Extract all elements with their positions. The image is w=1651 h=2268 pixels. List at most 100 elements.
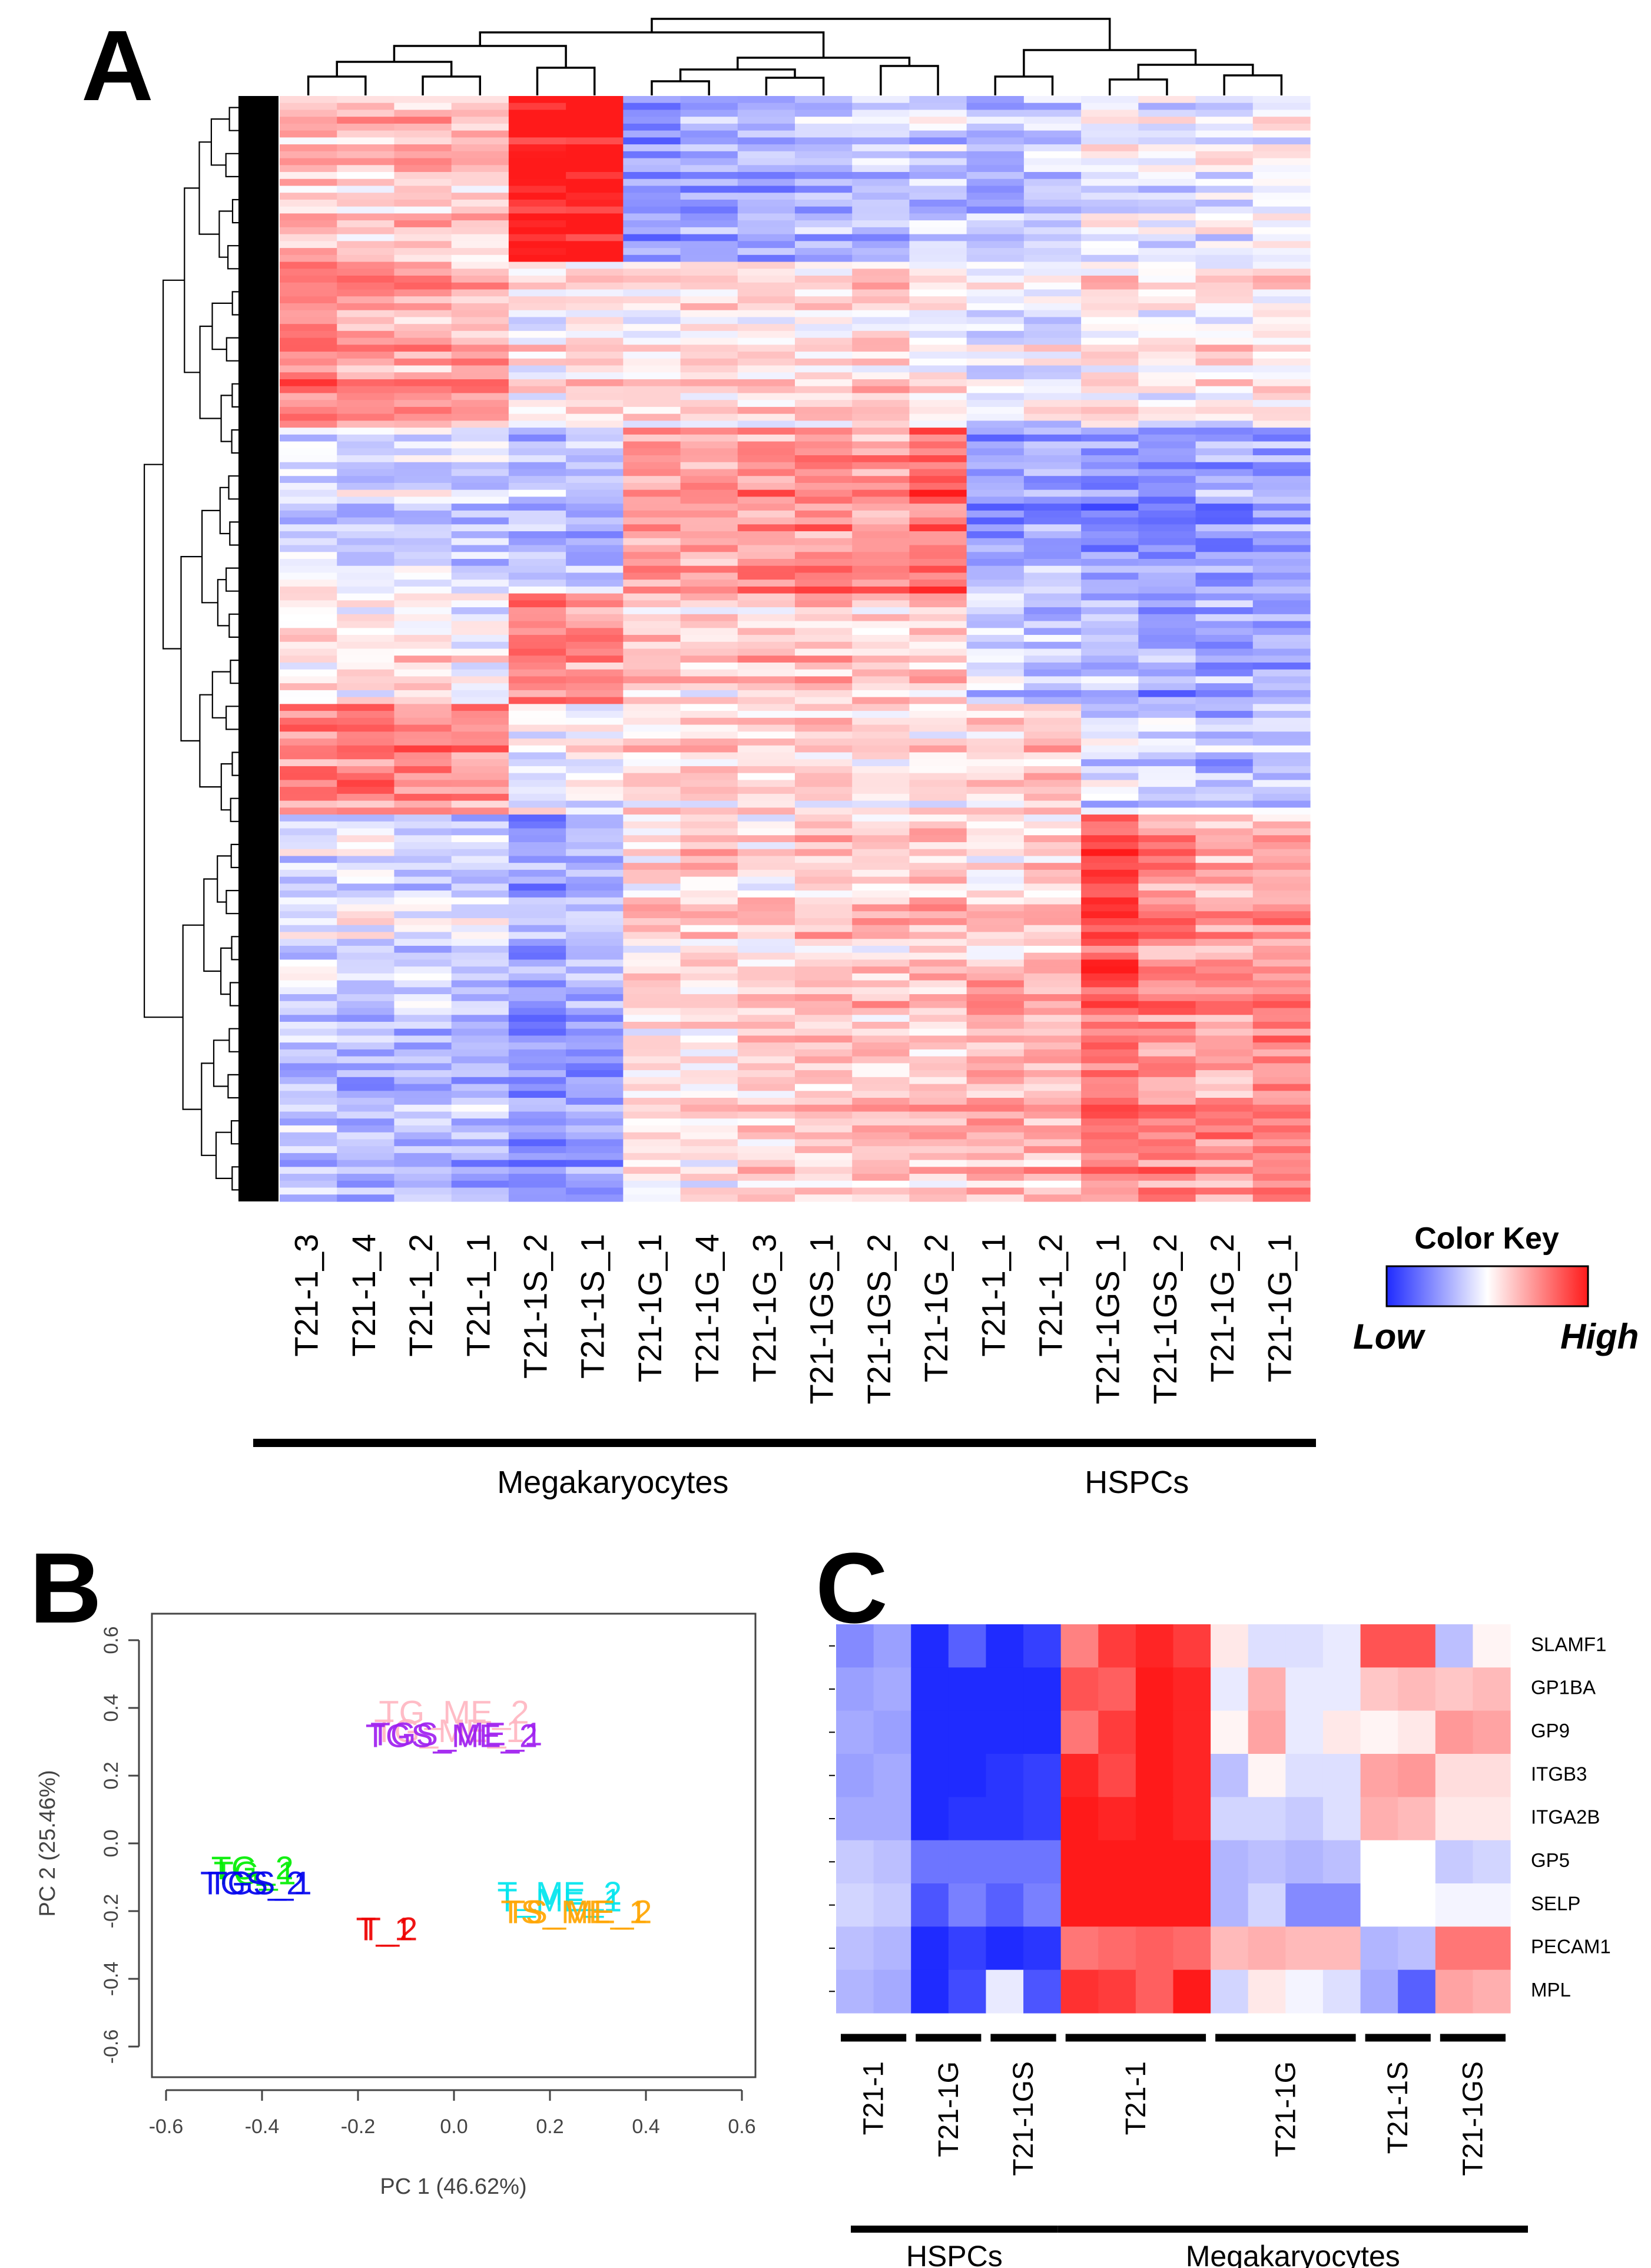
heatmap-cell <box>680 869 738 878</box>
heatmap-cell <box>1138 717 1196 726</box>
heatmap-cell <box>280 1153 337 1161</box>
heatmap-cell <box>1023 469 1082 476</box>
heatmap-cell <box>909 504 967 511</box>
heatmap-cell <box>280 1194 337 1202</box>
heatmap-cell <box>280 828 337 836</box>
heatmap-cell <box>1195 911 1254 919</box>
heatmap-cell <box>451 276 509 283</box>
heatmap-cell <box>795 856 853 863</box>
heatmap-cell <box>337 821 395 829</box>
heatmap-cell <box>451 455 509 463</box>
heatmap-cell <box>1081 759 1139 767</box>
heatmap-cell <box>451 482 509 491</box>
heatmap-cell <box>394 793 452 802</box>
heatmap-cell <box>280 289 337 297</box>
heatmap-cell <box>909 828 967 836</box>
heatmap-cell <box>280 600 337 608</box>
heatmap-cell <box>337 717 395 726</box>
heatmap-cell <box>680 1049 738 1057</box>
heatmap-cell <box>337 793 395 802</box>
heatmap-cell <box>1023 856 1082 863</box>
heatmap-cell <box>508 538 566 546</box>
heatmap-cell <box>1023 406 1082 415</box>
gene-heatmap-cell <box>1098 1667 1136 1711</box>
heatmap-cell <box>909 959 967 967</box>
heatmap-cell <box>451 144 509 152</box>
heatmap-cell <box>451 441 509 449</box>
heatmap-cell <box>909 739 967 746</box>
heatmap-cell <box>623 345 681 352</box>
heatmap-cell <box>852 1077 910 1085</box>
heatmap-cell <box>508 517 566 525</box>
heatmap-cell <box>966 158 1025 165</box>
heatmap-cell <box>1252 1111 1311 1119</box>
heatmap-cell <box>566 358 624 366</box>
heatmap-cell <box>1023 897 1082 905</box>
heatmap-cell <box>852 110 910 117</box>
heatmap-cell <box>1081 815 1139 822</box>
heatmap-cell <box>623 227 681 235</box>
heatmap-cell <box>909 1056 967 1064</box>
heatmap-cell <box>909 510 967 518</box>
gene-heatmap-cell <box>1211 1710 1249 1754</box>
heatmap-cell <box>1081 1174 1139 1181</box>
gene-heatmap-cell <box>1248 1624 1286 1668</box>
gene-heatmap-cell <box>1435 1883 1473 1927</box>
heatmap-cell <box>1023 600 1082 608</box>
heatmap-cell <box>680 545 738 552</box>
heatmap-cell <box>1081 731 1139 739</box>
gene-heatmap-cell <box>1060 1883 1099 1927</box>
heatmap-cell <box>1081 863 1139 870</box>
heatmap-cell <box>1252 683 1311 691</box>
heatmap-cell <box>680 565 738 574</box>
heatmap-cell <box>795 165 853 173</box>
heatmap-cell <box>1252 448 1311 456</box>
heatmap-cell <box>909 1070 967 1078</box>
heatmap-cell <box>795 1070 853 1078</box>
heatmap-cell <box>508 165 566 173</box>
heatmap-cell <box>1252 1174 1311 1181</box>
heatmap-cell <box>795 1125 853 1133</box>
sample-groups: Megakaryocytes HSPCs <box>253 1439 1316 1500</box>
heatmap-cell <box>852 1153 910 1161</box>
heatmap-cell <box>280 793 337 802</box>
heatmap-cell <box>337 697 395 704</box>
heatmap-cell <box>795 655 853 663</box>
heatmap-cell <box>909 269 967 276</box>
heatmap-cell <box>1023 1008 1082 1015</box>
dendrogram-branch <box>1223 74 1283 95</box>
heatmap-cell <box>1023 358 1082 366</box>
heatmap-cell <box>623 428 681 435</box>
heatmap-cell <box>795 269 853 276</box>
heatmap-cell <box>909 476 967 484</box>
heatmap-cell <box>1023 482 1082 491</box>
heatmap-cell <box>1252 821 1311 829</box>
heatmap-cell <box>623 1042 681 1050</box>
heatmap-cell <box>508 482 566 491</box>
heatmap-cell <box>337 1063 395 1071</box>
heatmap-cell <box>508 1063 566 1071</box>
heatmap-cell <box>566 807 624 815</box>
heatmap-cell <box>1023 261 1082 269</box>
heatmap-cell <box>1252 1008 1311 1015</box>
heatmap-cell <box>1023 883 1082 891</box>
heatmap-cell <box>737 552 795 559</box>
heatmap-cell <box>508 365 566 373</box>
heatmap-cell <box>795 1049 853 1057</box>
heatmap-cell <box>1195 144 1254 152</box>
heatmap-cell <box>852 939 910 946</box>
heatmap-cell <box>795 178 853 187</box>
heatmap-cell <box>280 759 337 767</box>
heatmap-cell <box>1023 96 1082 104</box>
heatmap-cell <box>680 123 738 131</box>
heatmap-cell <box>508 628 566 635</box>
heatmap-cell <box>795 110 853 117</box>
heatmap-cell <box>508 1180 566 1188</box>
heatmap-cell <box>737 428 795 435</box>
heatmap-cell <box>508 282 566 290</box>
heatmap-cell <box>1195 897 1254 905</box>
gene-heatmap-cell <box>911 1969 949 2014</box>
heatmap-cell <box>1081 724 1139 732</box>
heatmap-cell <box>909 572 967 580</box>
heatmap-cell <box>337 759 395 767</box>
